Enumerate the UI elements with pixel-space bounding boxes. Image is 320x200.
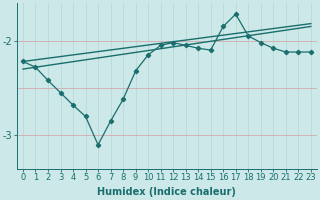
- X-axis label: Humidex (Indice chaleur): Humidex (Indice chaleur): [98, 187, 236, 197]
